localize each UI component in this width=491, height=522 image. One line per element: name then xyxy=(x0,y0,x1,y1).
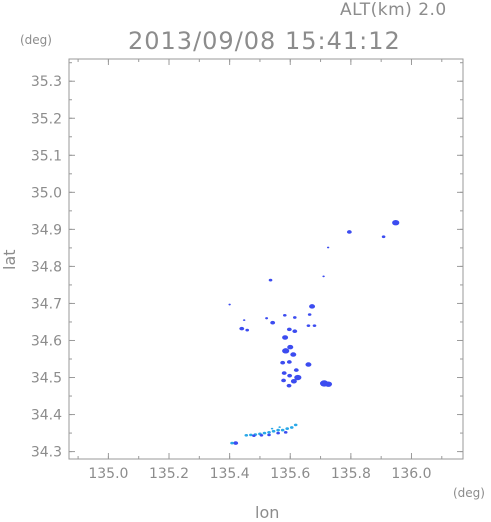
radar-echo-point xyxy=(282,348,290,354)
radar-echo-point xyxy=(306,324,311,328)
radar-echo-point xyxy=(282,335,289,340)
radar-echo-point xyxy=(346,230,352,234)
radar-echo-point xyxy=(312,324,317,328)
y-tick-label: 35.1 xyxy=(31,148,62,164)
radar-echo-point xyxy=(292,316,297,319)
radar-echo-point xyxy=(286,383,292,388)
x-tick-label: 135.0 xyxy=(88,466,128,482)
radar-echo-point xyxy=(270,320,276,325)
y-tick-label: 35.3 xyxy=(31,74,62,90)
radar-echo-point xyxy=(230,441,234,445)
plot-frame xyxy=(68,58,464,460)
radar-echo-point xyxy=(249,433,253,437)
altitude-label: ALT(km) 2.0 xyxy=(340,0,447,20)
y-tick-label: 35.2 xyxy=(31,111,62,127)
x-tick-label: 135.8 xyxy=(331,466,371,482)
x-ticks: 135.0 135.2 135.4 135.6 135.8 136.0 xyxy=(77,59,443,482)
y-tick-label: 34.3 xyxy=(31,445,62,461)
y-tick-label: 34.5 xyxy=(31,371,62,387)
y-tick-label: 34.7 xyxy=(31,296,62,312)
radar-echo-point xyxy=(285,427,290,430)
radar-echo-point xyxy=(286,327,292,332)
radar-echo-point xyxy=(326,246,330,249)
radar-echo-point xyxy=(228,303,231,306)
radar-echo-point xyxy=(280,428,285,432)
radar-echo-point xyxy=(267,433,271,437)
x-tick-label: 135.2 xyxy=(149,466,189,482)
x-tick-label: 135.6 xyxy=(270,466,310,482)
radar-echo-point xyxy=(307,313,312,316)
radar-echo-point xyxy=(262,431,267,435)
x-tick-label: 135.4 xyxy=(210,466,250,482)
radar-echo-point xyxy=(287,344,294,350)
datetime-title: 2013/09/08 15:41:12 xyxy=(128,27,401,55)
radar-echo-point xyxy=(242,319,246,322)
radar-echo-point xyxy=(322,275,325,278)
x-tick-label: 136.0 xyxy=(391,466,431,482)
radar-echo-point xyxy=(324,381,333,387)
x-axis-unit: (deg) xyxy=(453,486,485,500)
radar-echo-point xyxy=(282,313,287,317)
radar-echo-point xyxy=(245,328,250,332)
y-tick-label: 34.8 xyxy=(31,259,62,275)
radar-echo-point xyxy=(290,378,297,384)
radar-echo-point xyxy=(276,431,280,435)
radar-echo-point xyxy=(290,352,297,357)
radar-echo-point xyxy=(281,378,286,383)
radar-echo-point xyxy=(294,374,302,381)
radar-echo-point xyxy=(381,235,386,239)
radar-echo-point xyxy=(267,430,271,434)
y-tick-label: 34.6 xyxy=(31,333,62,349)
radar-echo-point xyxy=(278,426,281,429)
radar-echo-point xyxy=(276,428,280,432)
radar-echo-point xyxy=(268,278,273,282)
radar-echo-point xyxy=(280,360,286,365)
radar-echo-point xyxy=(252,434,256,438)
y-tick-label: 34.4 xyxy=(31,408,62,424)
radar-echo-point xyxy=(305,362,312,367)
radar-echo-point xyxy=(286,360,292,364)
y-tick-label: 34.9 xyxy=(31,222,62,238)
x-axis-label: lon xyxy=(255,503,280,522)
radar-echo-point xyxy=(233,441,239,445)
radar-echo-point xyxy=(309,304,316,309)
radar-echo-point xyxy=(292,329,298,334)
echo-points xyxy=(228,220,400,445)
radar-echo-point xyxy=(239,326,245,331)
radar-echo-point xyxy=(289,426,294,429)
radar-echo-point xyxy=(271,429,276,433)
radar-echo-point xyxy=(244,433,249,437)
radar-echo-point xyxy=(293,423,298,427)
radar-echo-point xyxy=(283,430,288,434)
radar-echo-point xyxy=(265,317,269,320)
y-ticks: 34.3 34.4 34.5 34.6 34.7 34.8 34.9 35.0 35.1 35.2… xyxy=(31,62,463,461)
radar-echo-point xyxy=(392,220,400,226)
radar-echo-point xyxy=(287,373,293,378)
y-tick-label: 35.0 xyxy=(31,185,62,201)
radar-echo-point xyxy=(281,371,287,375)
radar-echo-point xyxy=(270,427,274,430)
radar-echo-point xyxy=(293,368,299,372)
y-axis-unit: (deg) xyxy=(20,33,52,47)
radar-echo-point xyxy=(259,433,264,437)
